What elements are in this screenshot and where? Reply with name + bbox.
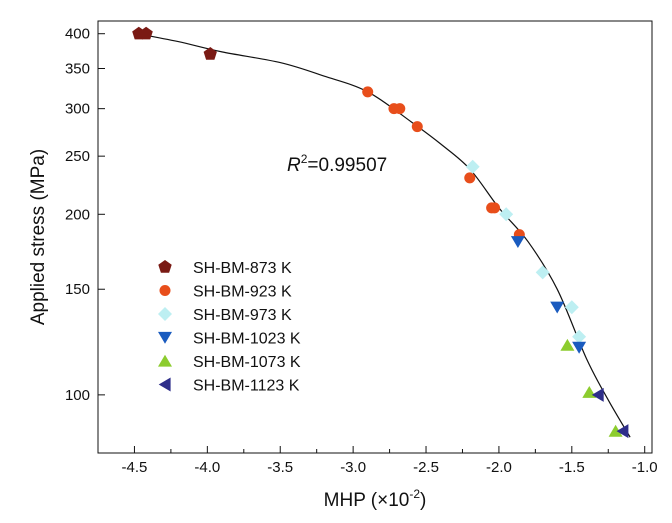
y-tick-label: 100 [65,387,90,404]
data-point [203,47,217,60]
r-squared-annotation: R2=0.99507 [287,152,387,176]
legend-label: SH-BM-1073 K [193,354,301,371]
legend-label: SH-BM-973 K [193,307,292,324]
x-tick-label: -2.5 [413,459,439,476]
data-point [464,172,476,184]
y-tick-label: 250 [65,148,90,165]
legend-label: SH-BM-1023 K [193,331,301,348]
data-point [139,26,153,40]
data-point [362,86,374,98]
data-point [572,329,587,344]
data-points [132,26,629,439]
legend-marker [158,354,172,367]
x-tick-label: -4.0 [194,459,220,476]
x-tick-label: -1.0 [632,459,658,476]
y-tick-label: 350 [65,60,90,77]
legend-marker [158,331,172,344]
y-tick-label: 200 [65,206,90,223]
x-tick-label: -4.5 [122,459,148,476]
data-point [489,202,501,214]
data-point [564,300,579,315]
data-point [591,387,604,402]
legend-label: SH-BM-1123 K [193,378,300,395]
x-tick-label: -3.0 [340,459,366,476]
plot-frame [97,20,653,454]
data-point [499,207,514,222]
data-point [411,121,423,133]
legend-marker [158,260,172,273]
y-tick-label: 300 [65,101,90,118]
y-tick-label: 150 [65,281,90,298]
x-axis-title: MHP (×10-2) [324,487,427,511]
axis-ticks: -4.5 -4.0 -3.5 -3.0 -2.5 -2.0 -1.5 -1.0 100 150 20… [65,26,658,476]
x-tick-label: -3.5 [267,459,293,476]
data-point [550,301,565,314]
data-point [572,341,587,354]
legend-label: SH-BM-923 K [193,284,292,301]
data-point [616,424,629,439]
data-point [465,159,480,174]
x-tick-label: -2.0 [486,459,512,476]
legend-marker [159,285,171,296]
y-tick-label: 400 [65,26,90,43]
legend-label: SH-BM-873 K [193,260,292,277]
data-point [394,103,406,115]
data-point [560,338,575,351]
data-point [510,236,525,248]
legend-marker [158,377,171,392]
data-point [608,424,623,437]
legend-marker [158,307,172,321]
x-tick-label: -1.5 [559,459,585,476]
data-point [535,265,550,280]
legend: SH-BM-873 K SH-BM-923 K SH-BM-973 K SH-BM-1… [158,260,301,395]
y-axis-title: Applied stress (MPa) [28,149,49,325]
